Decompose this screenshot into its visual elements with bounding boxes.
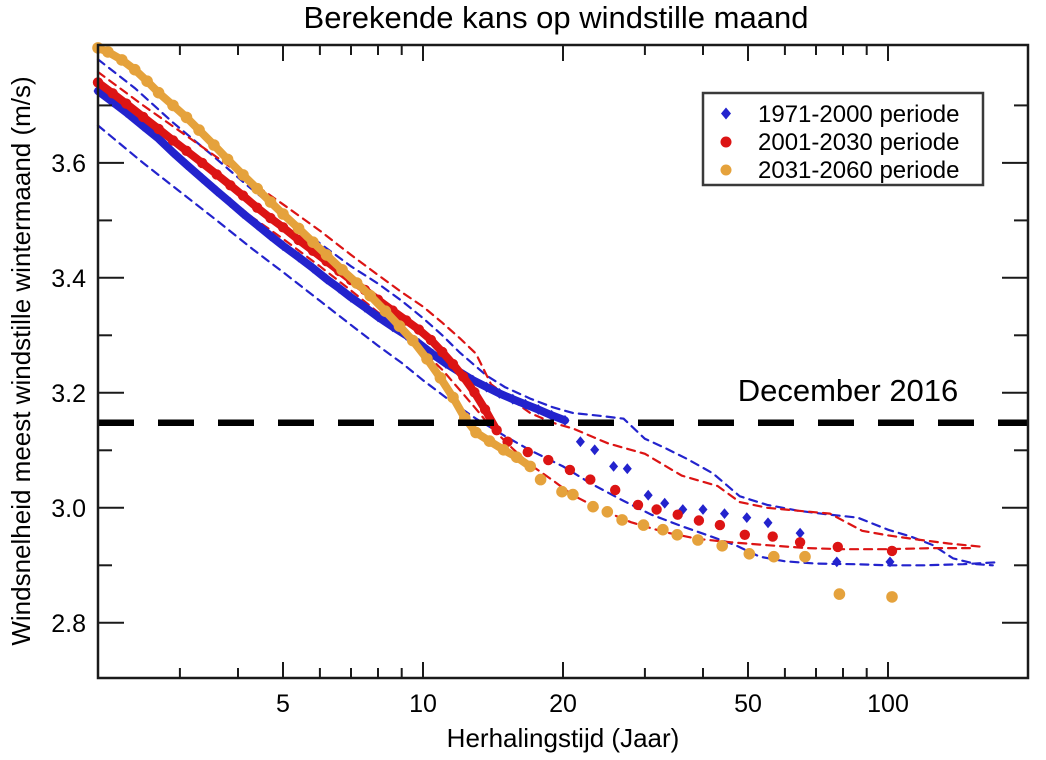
y-tick-label: 3.4 xyxy=(51,265,86,293)
plot-frame xyxy=(96,43,1030,680)
y-tick-label: 3.2 xyxy=(51,380,86,408)
y-tick-label: 2.8 xyxy=(51,610,86,638)
x-axis-label: Herhalingstijd (Jaar) xyxy=(447,723,680,753)
x-tick-label: 100 xyxy=(867,690,909,718)
x-tick-label: 10 xyxy=(409,690,437,718)
x-tick-label: 5 xyxy=(276,690,290,718)
envelope-lower-2001-2030 xyxy=(96,91,971,551)
legend: 1971-2000 periode 2001-2030 periode 2031… xyxy=(701,91,985,187)
series-2031-2060 xyxy=(92,42,898,603)
legend-marker-blue-diamond-icon xyxy=(721,107,731,120)
y-tick-label: 3.6 xyxy=(51,150,86,178)
chart-title: Berekende kans op windstille maand xyxy=(304,0,809,35)
x-tick-label: 50 xyxy=(734,690,762,718)
axis-tick-labels: 5 10 20 50 100 2.8 3.0 3.2 3.4 3.6 xyxy=(51,150,909,718)
envelope-upper-2001-2030 xyxy=(96,70,984,548)
series-2001-2030 xyxy=(92,77,898,557)
data-series xyxy=(92,42,898,603)
y-axis-label: Windsnelheid meest windstille wintermaan… xyxy=(6,76,36,645)
legend-marker-orange-circle-icon xyxy=(720,164,732,176)
legend-label-2031-2060: 2031-2060 periode xyxy=(758,157,960,184)
y-tick-label: 3.0 xyxy=(51,495,86,523)
legend-label-2001-2030: 2001-2030 periode xyxy=(758,129,960,156)
legend-label-1971-2000: 1971-2000 periode xyxy=(758,101,960,128)
legend-marker-red-circle-icon xyxy=(720,136,732,148)
axis-ticks xyxy=(98,45,1028,678)
annotation-december-2016: December 2016 xyxy=(738,373,959,408)
legend-box xyxy=(701,91,985,187)
x-tick-label: 20 xyxy=(549,690,577,718)
